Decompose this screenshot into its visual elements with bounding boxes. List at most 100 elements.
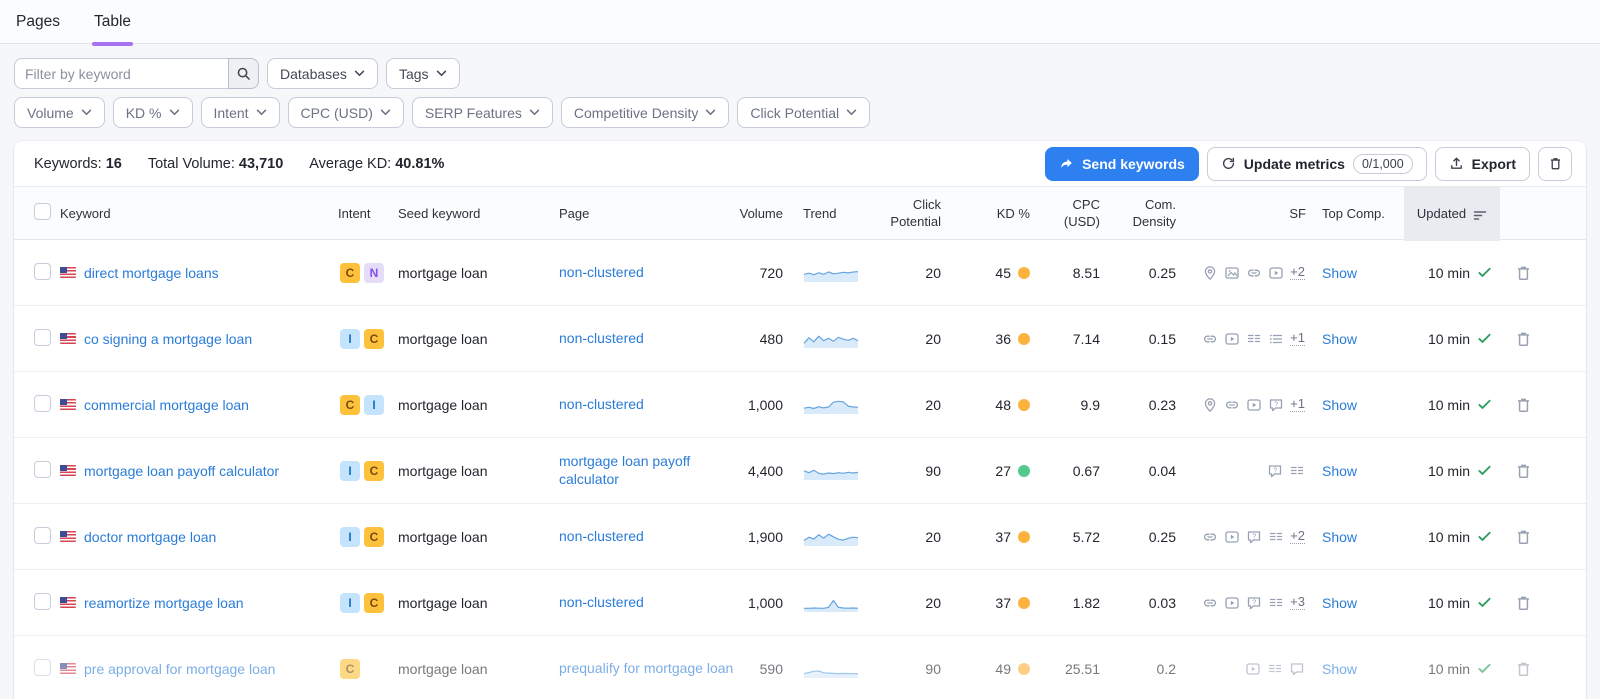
delete-row-button[interactable] [1515, 462, 1532, 480]
sf-more-badge[interactable]: +1 [1290, 395, 1305, 413]
keyword-link[interactable]: direct mortgage loans [84, 264, 219, 281]
row-checkbox[interactable] [34, 262, 51, 280]
row-checkbox[interactable] [34, 394, 51, 412]
sort-descending-icon [1473, 209, 1487, 220]
keyword-link[interactable]: co signing a mortgage loan [84, 330, 253, 347]
updated-value: 10 min [1427, 528, 1470, 545]
updated-value: 10 min [1427, 660, 1470, 677]
filter-dropdown-tags[interactable]: Tags [385, 58, 460, 89]
top-competitors-show-link[interactable]: Show [1322, 660, 1358, 677]
filter-dropdown-serp-features[interactable]: SERP Features [411, 97, 553, 128]
top-competitors-show-link[interactable]: Show [1322, 330, 1358, 347]
top-competitors-show-link[interactable]: Show [1322, 396, 1358, 413]
col-keyword[interactable]: Keyword [60, 205, 111, 221]
chevron-down-icon [380, 109, 391, 116]
row-checkbox[interactable] [34, 328, 51, 346]
page-link[interactable]: prequalify for mortgage loan [559, 659, 734, 676]
click-potential-value: 90 [925, 660, 941, 677]
delete-row-button[interactable] [1515, 660, 1532, 678]
page-link[interactable]: non-clustered [559, 263, 644, 280]
keyword-link[interactable]: reamortize mortgage loan [84, 594, 244, 611]
page-link[interactable]: non-clustered [559, 593, 644, 610]
keyword-filter-input[interactable] [14, 58, 228, 89]
filter-dropdown-click-potential[interactable]: Click Potential [737, 97, 871, 128]
tab-pages[interactable]: Pages [16, 0, 60, 44]
kd-difficulty-dot [1018, 530, 1030, 543]
kd-value: 37 [995, 594, 1011, 611]
filter-dropdown-volume[interactable]: Volume [14, 97, 105, 128]
top-competitors-show-link[interactable]: Show [1322, 264, 1358, 281]
volume-value: 4,400 [747, 462, 783, 479]
sitelinks-icon [1289, 463, 1305, 479]
intent-badge-commercial: C [364, 592, 384, 613]
send-keywords-button[interactable]: Send keywords [1045, 146, 1199, 181]
filter-dropdown-intent[interactable]: Intent [200, 97, 280, 128]
sf-more-badge[interactable]: +1 [1290, 329, 1305, 347]
video-icon [1246, 397, 1262, 413]
faq-icon: ? [1267, 463, 1283, 479]
filter-dropdown-databases[interactable]: Databases [267, 58, 378, 89]
row-checkbox[interactable] [34, 460, 51, 478]
col-com-density[interactable]: Com. Density [1132, 197, 1176, 229]
col-sf[interactable]: SF [1289, 205, 1306, 221]
row-checkbox[interactable] [34, 592, 51, 610]
serp-features: ? [1182, 463, 1312, 479]
sf-more-badge[interactable]: +2 [1290, 527, 1305, 545]
faq-icon: ? [1246, 595, 1262, 611]
video-icon [1224, 529, 1240, 545]
update-metrics-button[interactable]: Update metrics 0/1,000 [1206, 146, 1427, 181]
top-competitors-show-link[interactable]: Show [1322, 462, 1358, 479]
tab-table-label: Table [93, 12, 132, 30]
top-competitors-show-link[interactable]: Show [1322, 528, 1358, 545]
updated-check-icon [1477, 595, 1492, 610]
col-intent[interactable]: Intent [338, 205, 371, 221]
updated-value: 10 min [1427, 594, 1470, 611]
metric-filter-dropdowns: Volume KD % Intent CPC (USD) SERP Featur… [14, 97, 871, 128]
sf-more-badge[interactable]: +2 [1290, 263, 1305, 281]
col-cpc[interactable]: CPC (USD) [1063, 197, 1100, 229]
filter-dropdown-kd[interactable]: KD % [112, 97, 193, 128]
col-click-potential[interactable]: Click Potential [890, 197, 941, 229]
keyword-link[interactable]: mortgage loan payoff calculator [84, 462, 280, 479]
top-competitors-show-link[interactable]: Show [1322, 594, 1358, 611]
delete-selected-button[interactable] [1538, 146, 1572, 181]
col-page[interactable]: Page [559, 205, 590, 221]
row-checkbox[interactable] [34, 658, 51, 676]
filter-dropdown-competitive-density[interactable]: Competitive Density [560, 97, 730, 128]
page-link[interactable]: mortgage loan payoff calculator [559, 453, 691, 487]
trash-icon [1548, 156, 1563, 171]
col-seed-keyword[interactable]: Seed keyword [398, 205, 481, 221]
trend-sparkline [789, 593, 873, 613]
delete-row-button[interactable] [1515, 264, 1532, 282]
delete-row-button[interactable] [1515, 396, 1532, 414]
delete-row-button[interactable] [1515, 330, 1532, 348]
col-top-comp[interactable]: Top Comp. [1322, 205, 1385, 221]
location-pin-icon [1202, 265, 1218, 281]
serp-features: +2 [1182, 263, 1312, 281]
page-link[interactable]: non-clustered [559, 395, 644, 412]
col-updated[interactable]: Updated [1404, 187, 1500, 241]
select-all-checkbox[interactable] [34, 203, 51, 221]
delete-row-button[interactable] [1515, 594, 1532, 612]
keyword-link[interactable]: commercial mortgage loan [84, 396, 249, 413]
row-checkbox[interactable] [34, 526, 51, 544]
tab-table[interactable]: Table [91, 0, 134, 46]
export-button[interactable]: Export [1434, 146, 1530, 181]
sitelink-icon [1202, 595, 1218, 611]
keyword-link[interactable]: pre approval for mortgage loan [84, 660, 276, 677]
col-volume[interactable]: Volume [739, 205, 783, 221]
page-link[interactable]: non-clustered [559, 329, 644, 346]
col-trend[interactable]: Trend [803, 205, 837, 221]
delete-row-button[interactable] [1515, 528, 1532, 546]
keyword-link[interactable]: doctor mortgage loan [84, 528, 217, 545]
page-link[interactable]: non-clustered [559, 527, 644, 544]
col-kd[interactable]: KD % [996, 205, 1030, 221]
cpc-value: 5.72 [1072, 528, 1100, 545]
sf-more-badge[interactable]: +3 [1290, 593, 1305, 611]
search-button[interactable] [228, 58, 259, 89]
filter-dropdown-cpc-usd[interactable]: CPC (USD) [287, 97, 404, 128]
kd-value: 27 [995, 462, 1011, 479]
